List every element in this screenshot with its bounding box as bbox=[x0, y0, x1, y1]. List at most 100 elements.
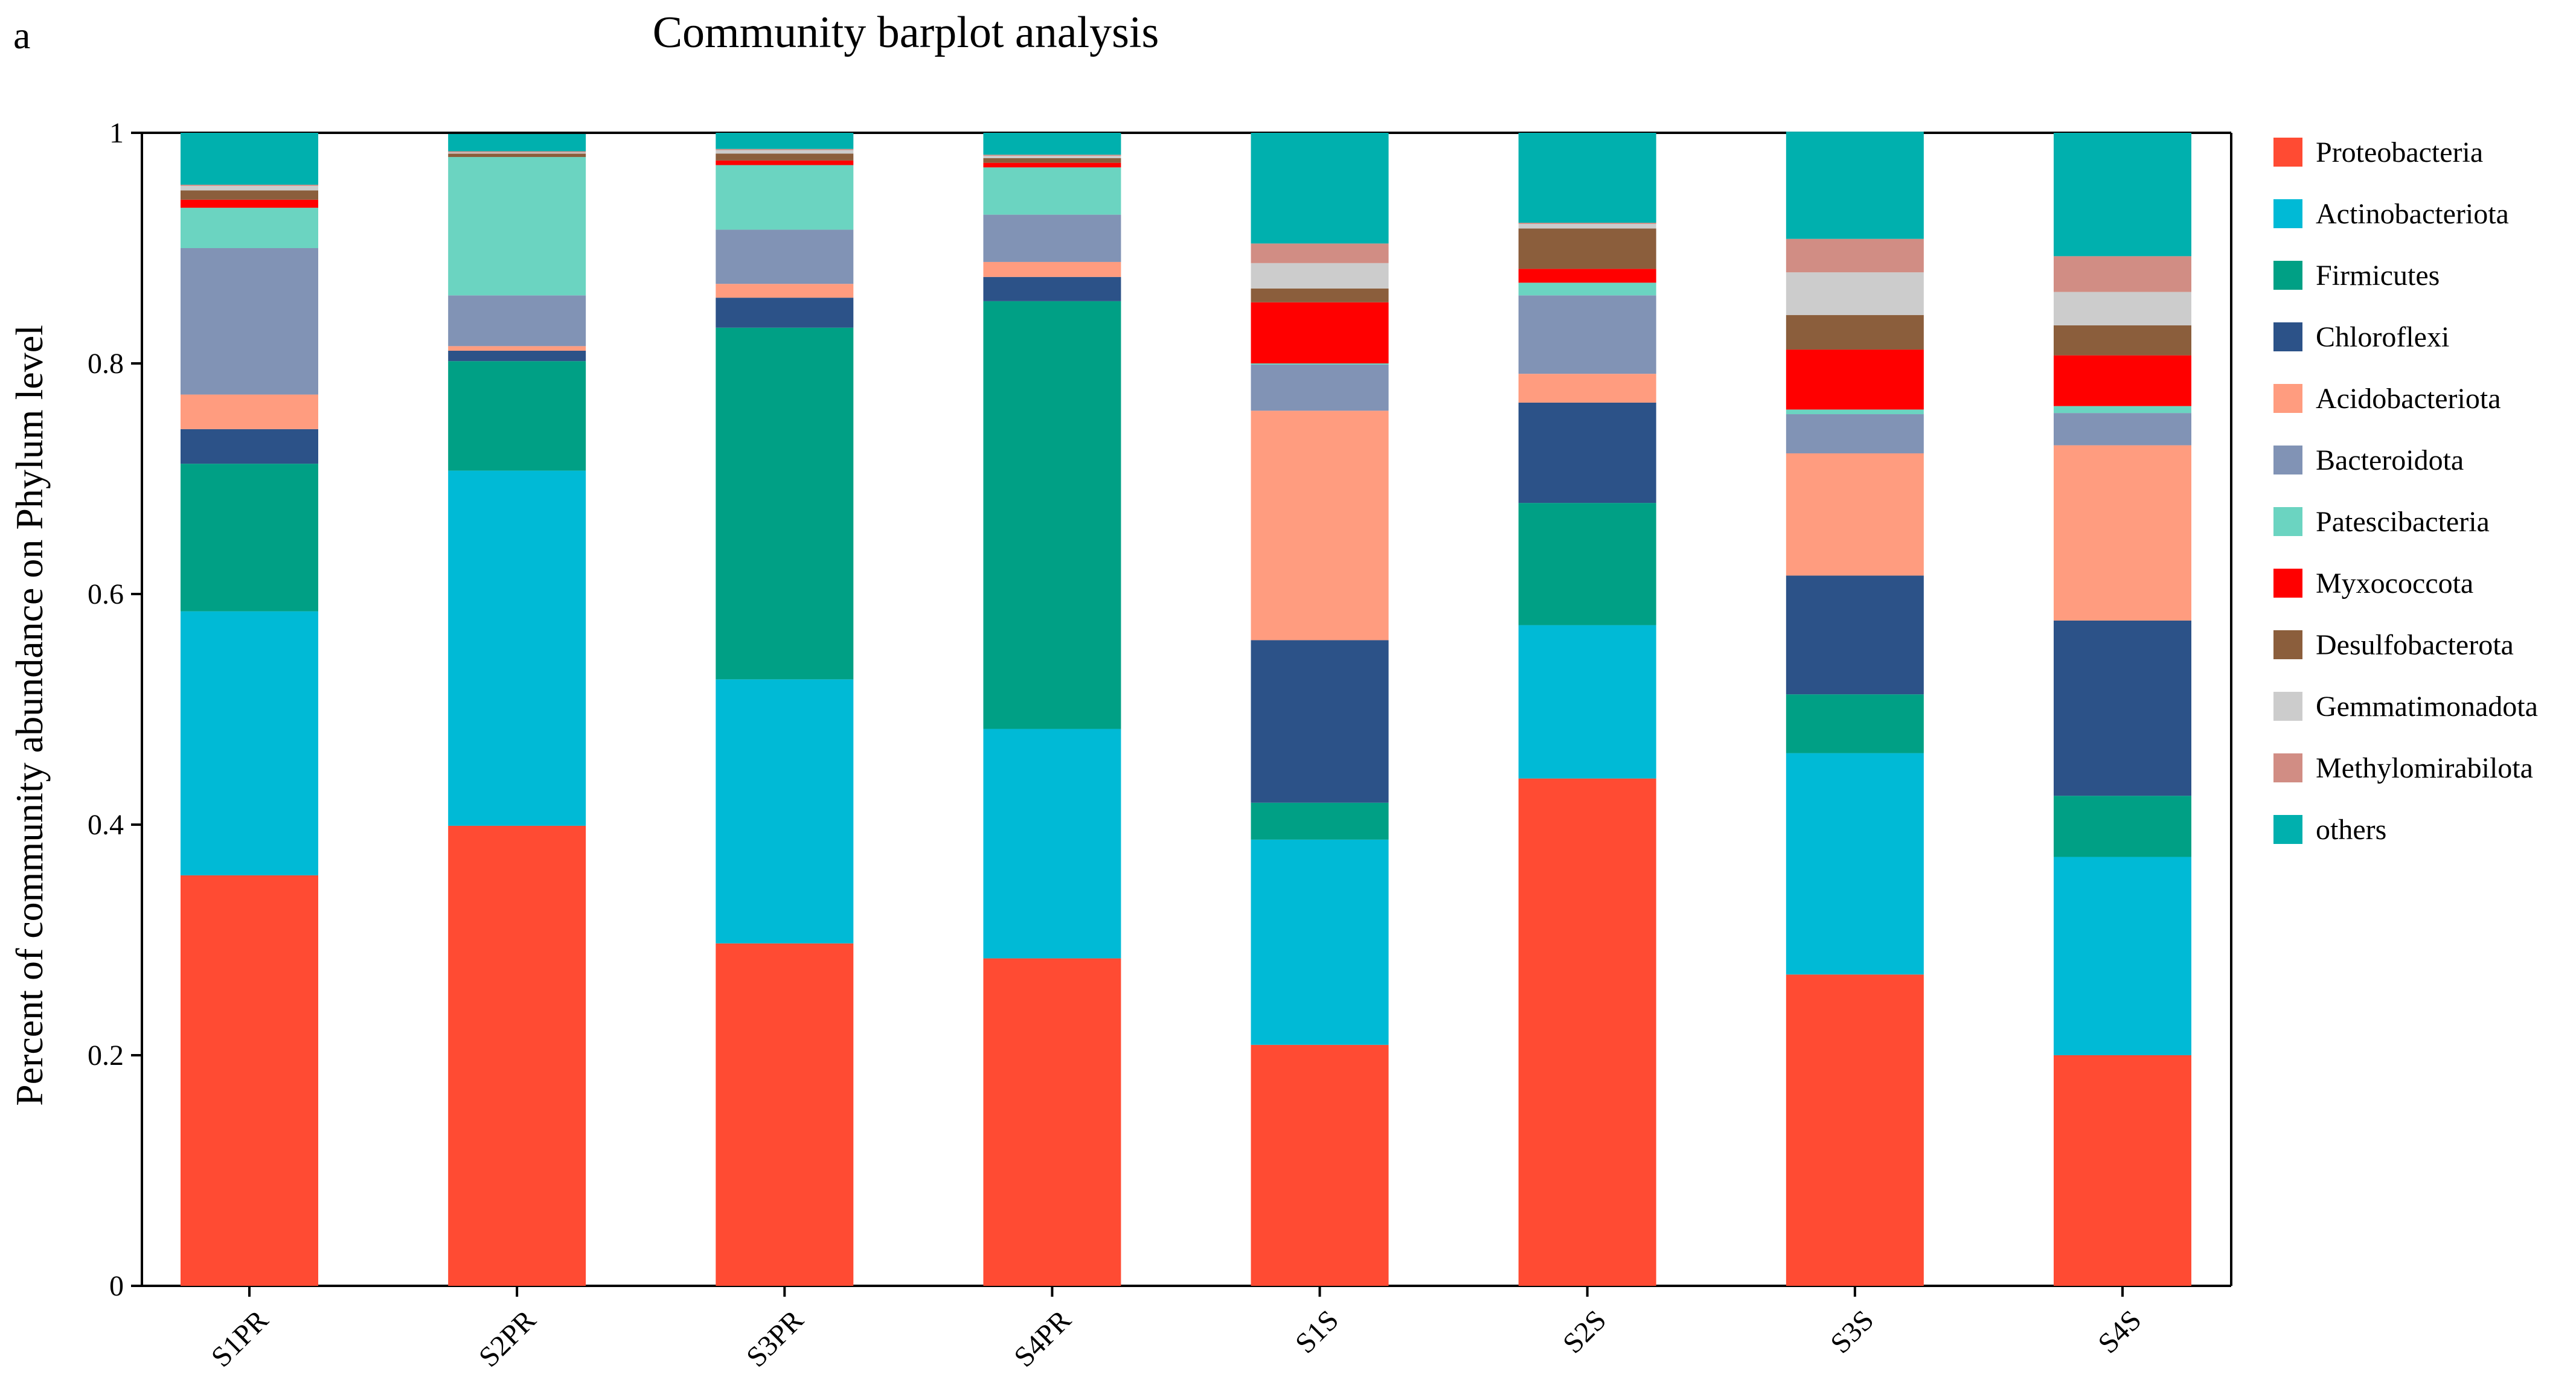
legend-label: others bbox=[2316, 814, 2386, 846]
bar-segment-acidobacteriota bbox=[716, 284, 854, 298]
legend-label: Chloroflexi bbox=[2316, 321, 2449, 353]
bar-segment-patescibacteria bbox=[1251, 363, 1389, 365]
legend-label: Proteobacteria bbox=[2316, 136, 2483, 168]
legend-item: Firmicutes bbox=[2273, 260, 2440, 292]
bar-segment-patescibacteria bbox=[983, 167, 1121, 215]
bar-segment-others bbox=[2054, 133, 2191, 257]
bar-segment-proteobacteria bbox=[1251, 1044, 1389, 1286]
x-tick-label: S4S bbox=[2092, 1304, 2147, 1359]
legend-label: Firmicutes bbox=[2316, 260, 2440, 292]
legend-swatch bbox=[2273, 569, 2302, 598]
bar-segment-patescibacteria bbox=[716, 165, 854, 230]
y-tick-label: 0 bbox=[109, 1270, 124, 1302]
bar-segment-actinobacteriota bbox=[1251, 839, 1389, 1045]
bar-segment-desulfobacterota bbox=[2054, 325, 2191, 356]
bar-segment-acidobacteriota bbox=[1518, 374, 1656, 403]
bar-segment-bacteroidota bbox=[2054, 413, 2191, 446]
y-tick-label: 0.6 bbox=[88, 578, 124, 610]
x-axis-ticks: S1PR S2PR S3PR S4PR S1S S2S S3S S4S bbox=[205, 1286, 2148, 1373]
x-tick-label: S1S bbox=[1289, 1304, 1345, 1359]
bar-segment-bacteroidota bbox=[1518, 295, 1656, 374]
bar-segment-chloroflexi bbox=[1786, 575, 1924, 695]
bar-segment-myxococcota bbox=[716, 160, 854, 165]
bar-S2S bbox=[1518, 133, 1656, 1286]
legend-item: Gemmatimonadota bbox=[2273, 691, 2538, 723]
legend-label: Acidobacteriota bbox=[2316, 383, 2501, 415]
legend-item: Patescibacteria bbox=[2273, 506, 2490, 538]
bar-segment-gemmatimonadota bbox=[1251, 263, 1389, 289]
bar-segment-proteobacteria bbox=[983, 958, 1121, 1286]
y-tick-label: 0.8 bbox=[88, 348, 124, 380]
bar-segment-myxococcota bbox=[983, 162, 1121, 168]
bar-segment-methylomirabilota bbox=[1251, 243, 1389, 263]
bar-segment-chloroflexi bbox=[983, 276, 1121, 301]
bar-segment-methylomirabilota bbox=[2054, 256, 2191, 292]
bar-segment-desulfobacterota bbox=[1786, 315, 1924, 350]
bar-segment-bacteroidota bbox=[983, 214, 1121, 262]
legend-label: Patescibacteria bbox=[2316, 506, 2490, 538]
bar-segment-proteobacteria bbox=[448, 825, 586, 1286]
bar-segment-firmicutes bbox=[448, 361, 586, 471]
bar-segment-acidobacteriota bbox=[1251, 411, 1389, 641]
y-tick-label: 1 bbox=[109, 117, 124, 149]
bar-segment-desulfobacterota bbox=[1251, 288, 1389, 302]
bar-segment-firmicutes bbox=[1786, 694, 1924, 753]
bar-segment-gemmatimonadota bbox=[1518, 223, 1656, 229]
legend-label: Actinobacteriota bbox=[2316, 198, 2509, 230]
bar-segment-others bbox=[448, 133, 586, 152]
legend-label: Desulfobacterota bbox=[2316, 629, 2514, 661]
legend-item: Bacteroidota bbox=[2273, 444, 2464, 476]
bar-S3S bbox=[1786, 132, 1924, 1286]
bar-segment-firmicutes bbox=[1251, 802, 1389, 840]
bar-segment-patescibacteria bbox=[2054, 406, 2191, 414]
bar-segment-gemmatimonadota bbox=[2054, 292, 2191, 325]
bar-S1PR bbox=[181, 133, 318, 1286]
bar-S4PR bbox=[983, 133, 1121, 1286]
bar-segment-others bbox=[181, 133, 318, 185]
bar-segment-methylomirabilota bbox=[983, 155, 1121, 156]
legend-swatch bbox=[2273, 384, 2302, 413]
bar-segment-myxococcota bbox=[181, 199, 318, 208]
bar-segment-others bbox=[983, 133, 1121, 155]
legend-item: Chloroflexi bbox=[2273, 321, 2449, 353]
bar-S4S bbox=[2054, 133, 2191, 1286]
bar-segment-proteobacteria bbox=[1518, 778, 1656, 1286]
bar-segment-actinobacteriota bbox=[1518, 625, 1656, 779]
y-axis-label: Percent of community abundance on Phylum… bbox=[8, 325, 51, 1106]
bar-segment-bacteroidota bbox=[1251, 364, 1389, 411]
legend-item: Actinobacteriota bbox=[2273, 198, 2509, 230]
y-axis-ticks: 0 0.2 0.4 0.6 0.8 1 bbox=[88, 117, 142, 1302]
bar-segment-bacteroidota bbox=[181, 248, 318, 395]
legend-swatch bbox=[2273, 199, 2302, 228]
legend: Proteobacteria Actinobacteriota Firmicutes… bbox=[2273, 136, 2538, 846]
bar-segment-bacteroidota bbox=[716, 229, 854, 284]
legend-item: Desulfobacterota bbox=[2273, 629, 2514, 661]
bar-segment-actinobacteriota bbox=[983, 729, 1121, 959]
bar-segment-others bbox=[1251, 133, 1389, 244]
x-tick-label: S3PR bbox=[740, 1304, 810, 1373]
bar-segment-myxococcota bbox=[1518, 269, 1656, 283]
bar-segment-methylomirabilota bbox=[181, 184, 318, 186]
legend-swatch bbox=[2273, 507, 2302, 536]
bar-segment-desulfobacterota bbox=[983, 158, 1121, 163]
legend-item: Myxococcota bbox=[2273, 567, 2473, 599]
legend-label: Bacteroidota bbox=[2316, 444, 2464, 476]
legend-swatch bbox=[2273, 815, 2302, 844]
bar-segment-firmicutes bbox=[716, 327, 854, 680]
x-tick-label: S2PR bbox=[473, 1304, 542, 1373]
bar-segment-chloroflexi bbox=[181, 429, 318, 464]
legend-swatch bbox=[2273, 446, 2302, 474]
bar-S2PR bbox=[448, 133, 586, 1286]
bar-segment-methylomirabilota bbox=[1518, 222, 1656, 224]
legend-item: others bbox=[2273, 814, 2386, 846]
bar-segment-actinobacteriota bbox=[716, 679, 854, 944]
bar-segment-chloroflexi bbox=[1518, 402, 1656, 503]
bar-segment-desulfobacterota bbox=[716, 153, 854, 161]
legend-item: Acidobacteriota bbox=[2273, 383, 2501, 415]
bar-segment-patescibacteria bbox=[181, 208, 318, 248]
bar-segment-gemmatimonadota bbox=[448, 152, 586, 154]
bar-segment-actinobacteriota bbox=[181, 611, 318, 876]
legend-swatch bbox=[2273, 753, 2302, 782]
bar-segment-chloroflexi bbox=[1251, 640, 1389, 803]
